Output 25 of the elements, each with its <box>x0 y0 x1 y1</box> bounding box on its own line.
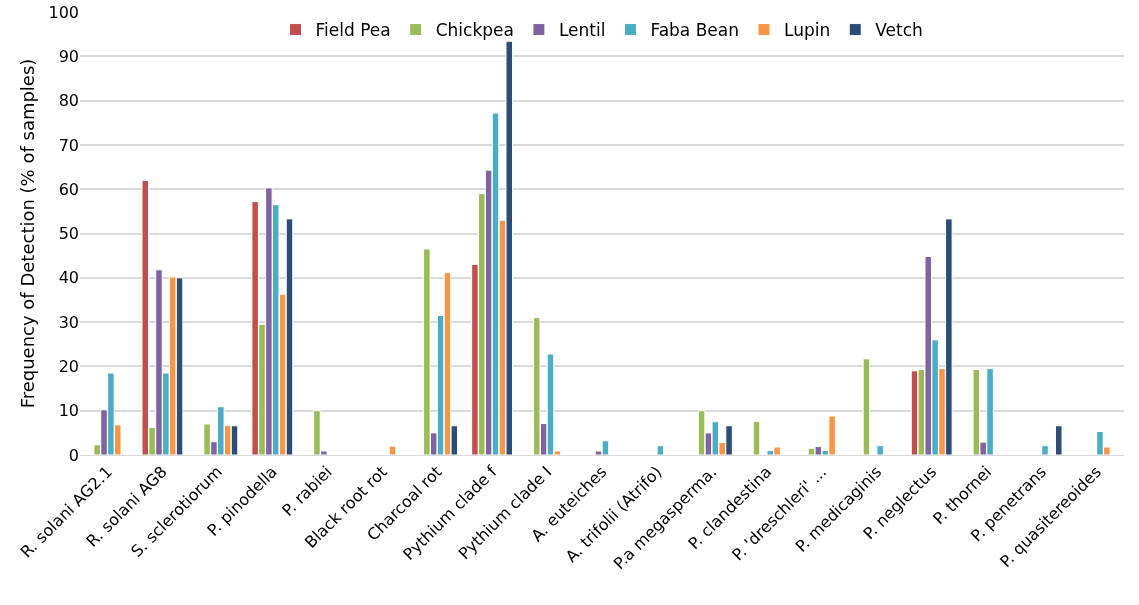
y-tick-label: 70 <box>58 135 79 155</box>
y-tick-label: 20 <box>58 357 79 376</box>
bar <box>1041 445 1049 455</box>
y-tick-label: 0 <box>68 445 79 465</box>
y-tick-label: 50 <box>58 224 79 244</box>
bar <box>656 445 665 455</box>
legend-label: Faba Bean <box>650 20 739 41</box>
y-axis-title: Frequency of Detection (% of samples) <box>17 58 38 409</box>
legend-label: Field Pea <box>315 20 391 41</box>
bar <box>752 420 761 455</box>
y-tick-label: 100 <box>48 2 79 22</box>
legend-label: Lupin <box>784 20 831 41</box>
y-tick-label: 30 <box>58 312 79 332</box>
y-tick-label: 80 <box>58 91 79 111</box>
y-tick-label: 10 <box>58 401 79 421</box>
bar <box>862 358 871 455</box>
y-tick-label: 60 <box>58 179 79 199</box>
legend-label: Vetch <box>875 20 923 41</box>
y-tick-label: 90 <box>58 46 79 66</box>
legend-label: Chickpea <box>435 20 514 41</box>
bar <box>876 445 884 455</box>
bar <box>1054 425 1063 455</box>
legend-label: Lentil <box>558 20 606 41</box>
y-tick-label: 40 <box>58 268 79 288</box>
bar <box>388 445 397 455</box>
